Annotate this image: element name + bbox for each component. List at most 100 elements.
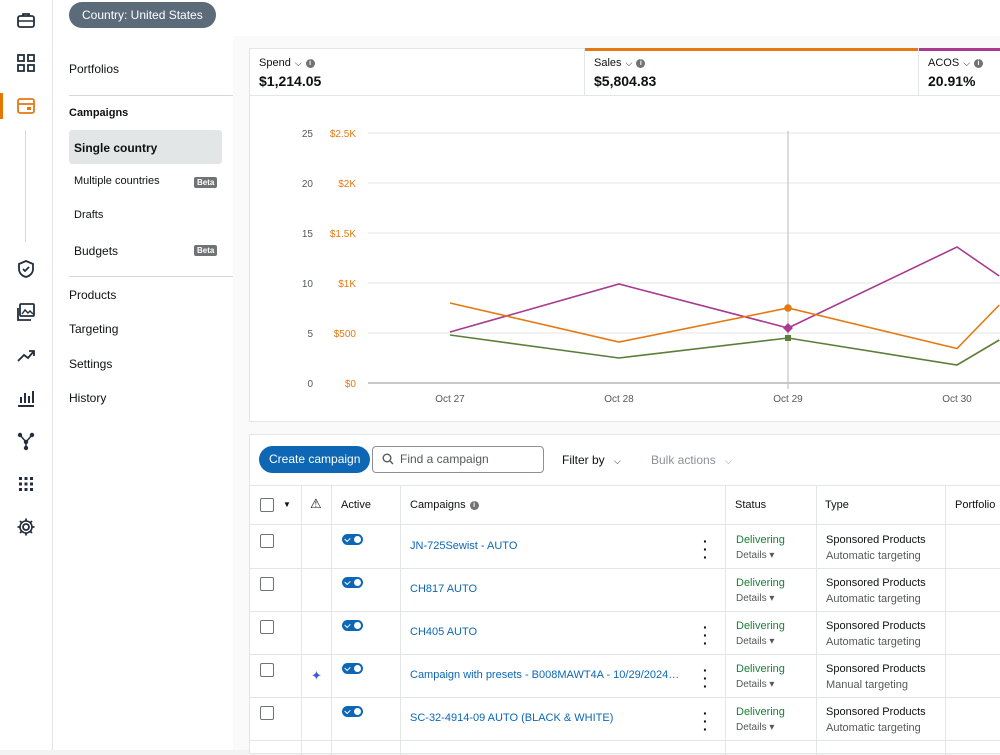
details-label: Details: [736, 593, 767, 604]
network-icon[interactable]: [14, 429, 38, 453]
header-portfolio[interactable]: Portfolio: [955, 499, 996, 511]
header-status[interactable]: Status: [735, 499, 767, 511]
highlight-marker: [785, 335, 791, 341]
series-color-bar: [919, 48, 1000, 51]
status-text: Delivering: [736, 620, 785, 632]
column-divider: [816, 485, 817, 755]
details-dropdown[interactable]: Details ▾: [736, 722, 775, 733]
caret-down-icon[interactable]: ▼: [283, 500, 291, 509]
nav-settings[interactable]: Settings: [69, 357, 113, 371]
details-dropdown[interactable]: Details ▾: [736, 679, 775, 690]
trending-chart-icon[interactable]: [14, 343, 38, 367]
metric-acos[interactable]: ACOS ⌵ i 20.91%: [919, 48, 1000, 96]
table-row[interactable]: CH817 AUTO Delivering Details ▾ Sponsore…: [250, 569, 1000, 612]
metric-spend[interactable]: Spend ⌵ i $1,214.05: [250, 49, 585, 96]
metric-sales[interactable]: Sales ⌵ i $5,804.83: [585, 48, 919, 96]
shield-icon[interactable]: [14, 257, 38, 281]
more-options-icon[interactable]: · · ·: [703, 705, 708, 737]
row-checkbox[interactable]: [260, 663, 274, 677]
info-icon[interactable]: i: [974, 59, 984, 68]
header-type[interactable]: Type: [825, 499, 849, 511]
campaign-manager-icon[interactable]: [14, 94, 38, 118]
metric-value: 20.91%: [928, 73, 976, 89]
active-toggle[interactable]: [342, 534, 363, 545]
nav-selected-highlight: [69, 130, 222, 164]
main-content: Spend ⌵ i $1,214.05 Sales ⌵ i $5,804.83 ACOS…: [233, 36, 1000, 755]
highlight-marker: [784, 304, 792, 312]
y-right-tick-label: $0: [345, 379, 357, 390]
campaign-link[interactable]: JN-725Sewist - AUTO: [410, 540, 518, 552]
nav-multiple-countries[interactable]: Multiple countries: [74, 175, 160, 187]
column-divider: [725, 485, 726, 755]
nav-history[interactable]: History: [69, 391, 107, 405]
metric-label: ACOS: [928, 57, 960, 69]
chevron-down-icon[interactable]: ⌵: [963, 58, 971, 68]
highlight-marker: [783, 323, 793, 333]
campaign-link[interactable]: CH405 AUTO: [410, 626, 478, 638]
chevron-down-icon: ⌵: [614, 456, 621, 466]
table-row[interactable]: CH405 AUTO · · · Delivering Details ▾ Spon…: [250, 612, 1000, 655]
row-checkbox[interactable]: [260, 706, 274, 720]
bar-chart-icon[interactable]: [14, 386, 38, 410]
details-label: Details: [736, 550, 767, 561]
campaign-link[interactable]: SC-32-4914-09 AUTO (BLACK & WHITE): [410, 712, 614, 724]
select-all-checkbox[interactable]: [260, 498, 274, 512]
nav-portfolios[interactable]: Portfolios: [69, 62, 120, 76]
status-text: Delivering: [736, 706, 785, 718]
column-divider: [301, 485, 302, 755]
row-checkbox[interactable]: [260, 534, 274, 548]
chevron-down-icon[interactable]: ⌵: [625, 58, 633, 68]
beta-badge: Beta: [194, 245, 218, 256]
header-active[interactable]: Active: [341, 499, 371, 511]
country-selector[interactable]: Country: United States: [69, 2, 216, 28]
apps-grid-icon[interactable]: [14, 472, 38, 496]
briefcase-icon[interactable]: [14, 8, 38, 32]
line-chart: 0 $0 5 $500 10 $1K 15 $1.5K 20 $2K 25 $2.5K Oct 27 Oc…: [302, 129, 1000, 405]
details-dropdown[interactable]: Details ▾: [736, 550, 775, 561]
nav-targeting[interactable]: Targeting: [69, 322, 119, 336]
chevron-down-icon[interactable]: ⌵: [294, 58, 302, 68]
row-checkbox[interactable]: [260, 577, 274, 591]
info-icon[interactable]: i: [305, 59, 315, 68]
nav-drafts[interactable]: Drafts: [74, 209, 104, 221]
table-row[interactable]: SC-32-4914-09 AUTO (BLACK & WHITE) · · · D…: [250, 698, 1000, 741]
more-options-icon[interactable]: · · ·: [703, 662, 708, 694]
active-toggle[interactable]: [342, 663, 363, 674]
bulk-actions-dropdown[interactable]: Bulk actions ⌵: [651, 453, 732, 467]
table-row[interactable]: ✦ Campaign with presets - B008MAWT4A - 1…: [250, 655, 1000, 698]
x-tick-label: Oct 28: [604, 394, 634, 405]
metric-value: $1,214.05: [259, 73, 322, 89]
active-toggle[interactable]: [342, 620, 363, 631]
campaign-link[interactable]: Campaign with presets - B008MAWT4A - 10/…: [410, 669, 680, 681]
beta-badge: Beta: [194, 177, 218, 188]
create-campaign-button[interactable]: Create campaign: [259, 446, 371, 473]
details-label: Details: [736, 679, 767, 690]
more-options-icon[interactable]: · · ·: [703, 533, 708, 565]
campaign-link[interactable]: CH817 AUTO: [410, 583, 478, 595]
details-dropdown[interactable]: Details ▾: [736, 593, 775, 604]
active-toggle[interactable]: [342, 577, 363, 588]
nav-budgets[interactable]: Budgets: [74, 244, 119, 258]
x-tick-label: Oct 29: [773, 394, 803, 405]
nav-products[interactable]: Products: [69, 288, 117, 302]
more-options-icon[interactable]: · · ·: [703, 619, 708, 651]
settings-gear-icon[interactable]: [14, 515, 38, 539]
find-campaign-input[interactable]: Find a campaign: [372, 446, 544, 473]
y-right-tick-label: $2.5K: [330, 129, 356, 140]
y-left-tick-label: 25: [302, 129, 314, 140]
table-row[interactable]: JN-725Sewist - AUTO · · · Delivering Detai…: [250, 526, 1000, 569]
details-dropdown[interactable]: Details ▾: [736, 636, 775, 647]
filter-by-dropdown[interactable]: Filter by ⌵: [562, 453, 621, 467]
active-toggle[interactable]: [342, 706, 363, 717]
row-checkbox[interactable]: [260, 620, 274, 634]
header-campaigns[interactable]: Campaigns i: [410, 499, 479, 511]
y-right-tick-label: $1.5K: [330, 229, 356, 240]
info-icon[interactable]: i: [469, 501, 479, 510]
y-left-tick-label: 0: [307, 379, 313, 390]
creative-assets-icon[interactable]: [14, 300, 38, 324]
dashboard-icon[interactable]: [14, 51, 38, 75]
search-placeholder: Find a campaign: [400, 452, 489, 466]
nav-single-country[interactable]: Single country: [74, 141, 158, 155]
info-icon[interactable]: i: [636, 59, 646, 68]
targeting-type: Automatic targeting: [826, 550, 921, 562]
